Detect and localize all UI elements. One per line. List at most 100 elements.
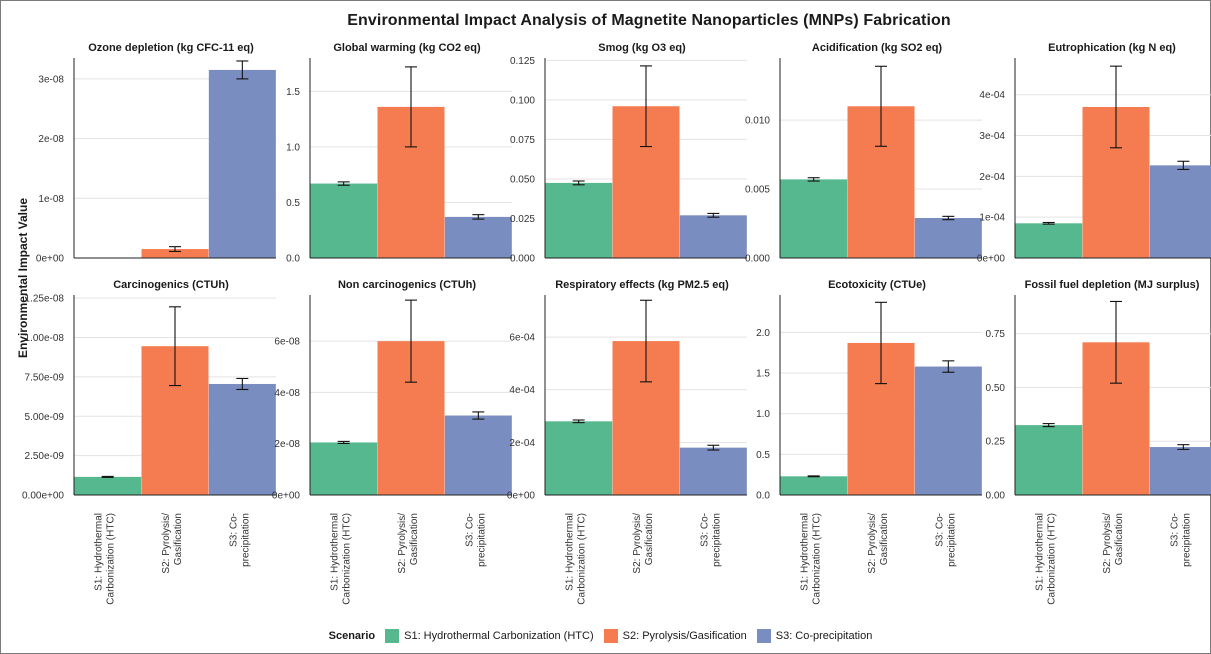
bar-3 <box>1149 447 1211 495</box>
panel-9: Ecotoxicity (CTUe) 0.0 0.5 1.0 1.5 2.0 S1: Hyd… <box>756 279 982 605</box>
panel-title: Non carcinogenics (CTUh) <box>338 279 476 291</box>
panel-title: Respiratory effects (kg PM2.5 eq) <box>555 279 729 291</box>
x-tick-label: S1: HydrothermalCarbonization (HTC) <box>330 513 353 605</box>
bar-3 <box>914 366 982 495</box>
x-tick-label-line: precipitation <box>1181 513 1192 567</box>
y-tick-label: 4e-04 <box>509 385 535 396</box>
y-tick-label: 0.125 <box>510 56 535 67</box>
error-bar-1 <box>337 440 350 445</box>
y-tick-label: 7.50e-09 <box>25 372 65 383</box>
bar-3 <box>208 383 276 495</box>
error-bar-1 <box>101 475 114 478</box>
error-bar-1 <box>572 419 585 424</box>
x-tick-label-line: Gasification <box>409 513 420 565</box>
x-tick-label-line: S2: Pyrolysis/ <box>1102 513 1113 574</box>
error-bar-2 <box>405 66 417 148</box>
y-tick-label: 2e-08 <box>38 134 64 145</box>
error-bar-3 <box>707 212 720 218</box>
x-tick-label-line: Carbonization (HTC) <box>812 513 823 605</box>
x-tick-label-line: Carbonization (HTC) <box>342 513 353 605</box>
y-tick-label: 1.0 <box>756 409 770 420</box>
y-tick-label: 4e-08 <box>274 388 300 399</box>
panel-title: Ecotoxicity (CTUe) <box>828 279 926 291</box>
panel-10: Fossil fuel depletion (MJ surplus) 0.00 0.… <box>986 279 1211 605</box>
x-tick-label-line: S1: Hydrothermal <box>1035 513 1046 591</box>
y-tick-label: 0.005 <box>745 185 770 196</box>
bar-3 <box>914 218 982 258</box>
x-tick-label-line: S3: Co- <box>699 513 710 547</box>
panel-3: Smog (kg O3 eq) 0.000 0.025 0.050 0.075 0.100… <box>510 42 747 265</box>
x-tick-label-line: precipitation <box>240 513 251 567</box>
x-tick-label: S1: HydrothermalCarbonization (HTC) <box>565 513 588 605</box>
error-bar-1 <box>1042 221 1055 225</box>
x-tick-label-line: S2: Pyrolysis/ <box>161 513 172 574</box>
legend-title: Scenario <box>328 630 376 642</box>
bar-1 <box>780 179 848 258</box>
y-tick-label: 6e-04 <box>509 333 535 344</box>
x-tick-label-line: S1: Hydrothermal <box>800 513 811 591</box>
y-tick-label: 2e-08 <box>274 439 300 450</box>
y-tick-label: 0.000 <box>745 254 770 265</box>
x-tick-label: S3: Co-precipitation <box>699 513 722 567</box>
error-bar-3 <box>236 60 249 80</box>
panel-1: Ozone depletion (kg CFC-11 eq) 0e+00 1e-08… <box>36 42 276 265</box>
x-tick-label-line: S3: Co- <box>1169 513 1180 547</box>
y-tick-label: 0.5 <box>286 198 300 209</box>
y-tick-label: 2.50e-09 <box>25 451 65 462</box>
panel-2: Global warming (kg CO2 eq) 0.0 0.5 1.0 1.5 <box>286 42 512 265</box>
panel-title: Acidification (kg SO2 eq) <box>812 42 943 54</box>
error-bar-3 <box>942 360 955 373</box>
bar-1 <box>74 476 142 495</box>
error-bar-3 <box>1177 160 1190 170</box>
y-tick-label: 1.0 <box>286 142 300 153</box>
x-tick-label-line: Carbonization (HTC) <box>106 513 117 605</box>
y-tick-label: 0.100 <box>510 95 535 106</box>
legend-label-s1: S1: Hydrothermal Carbonization (HTC) <box>404 630 594 642</box>
error-bar-1 <box>337 181 350 186</box>
bar-3 <box>208 69 276 258</box>
bar-1 <box>310 442 378 495</box>
legend: Scenario S1: Hydrothermal Carbonization … <box>0 629 1211 643</box>
error-bar-3 <box>942 215 955 221</box>
error-bar-2 <box>1110 300 1122 384</box>
x-tick-label-line: S2: Pyrolysis/ <box>397 513 408 574</box>
y-tick-label: 0e+00 <box>977 254 1006 265</box>
bar-1 <box>545 182 613 258</box>
x-tick-label: S2: Pyrolysis/Gasification <box>632 513 655 574</box>
legend-label-s3: S3: Co-precipitation <box>775 630 873 642</box>
legend-item-s2: S2: Pyrolysis/Gasification <box>603 629 747 643</box>
y-tick-label: 1e-08 <box>38 194 64 205</box>
legend-label-s2: S2: Pyrolysis/Gasification <box>622 630 747 642</box>
bar-2 <box>141 249 209 258</box>
y-tick-label: 0.0 <box>756 491 770 502</box>
y-tick-label: 0e+00 <box>507 491 536 502</box>
legend-swatch-s1 <box>385 629 400 643</box>
panel-title: Ozone depletion (kg CFC-11 eq) <box>88 42 254 54</box>
error-bar-1 <box>1042 423 1055 428</box>
error-bar-2 <box>875 301 887 385</box>
bar-1 <box>780 476 848 495</box>
y-tick-label: 0.025 <box>510 214 535 225</box>
panel-title: Smog (kg O3 eq) <box>598 42 686 54</box>
figure-title: Environmental Impact Analysis of Magneti… <box>347 12 951 29</box>
y-tick-label: 2e-04 <box>509 438 535 449</box>
x-tick-label: S3: Co-precipitation <box>934 513 957 567</box>
y-tick-label: 1e-04 <box>979 213 1005 224</box>
x-tick-label: S2: Pyrolysis/Gasification <box>161 513 184 574</box>
x-tick-label-line: precipitation <box>946 513 957 567</box>
error-bar-1 <box>807 177 820 182</box>
x-tick-label: S2: Pyrolysis/Gasification <box>397 513 420 574</box>
error-bar-1 <box>807 475 820 478</box>
error-bar-2 <box>405 299 417 383</box>
panel-title: Carcinogenics (CTUh) <box>113 279 229 291</box>
error-bar-3 <box>472 411 485 420</box>
y-tick-label: 0e+00 <box>36 254 65 265</box>
error-bar-3 <box>707 444 720 451</box>
bar-3 <box>679 447 747 495</box>
x-tick-label-line: S3: Co- <box>934 513 945 547</box>
y-tick-label: 1.5 <box>286 87 300 98</box>
panel-8: Respiratory effects (kg PM2.5 eq) 0e+00 2e… <box>507 279 747 605</box>
x-tick-label-line: S1: Hydrothermal <box>565 513 576 591</box>
